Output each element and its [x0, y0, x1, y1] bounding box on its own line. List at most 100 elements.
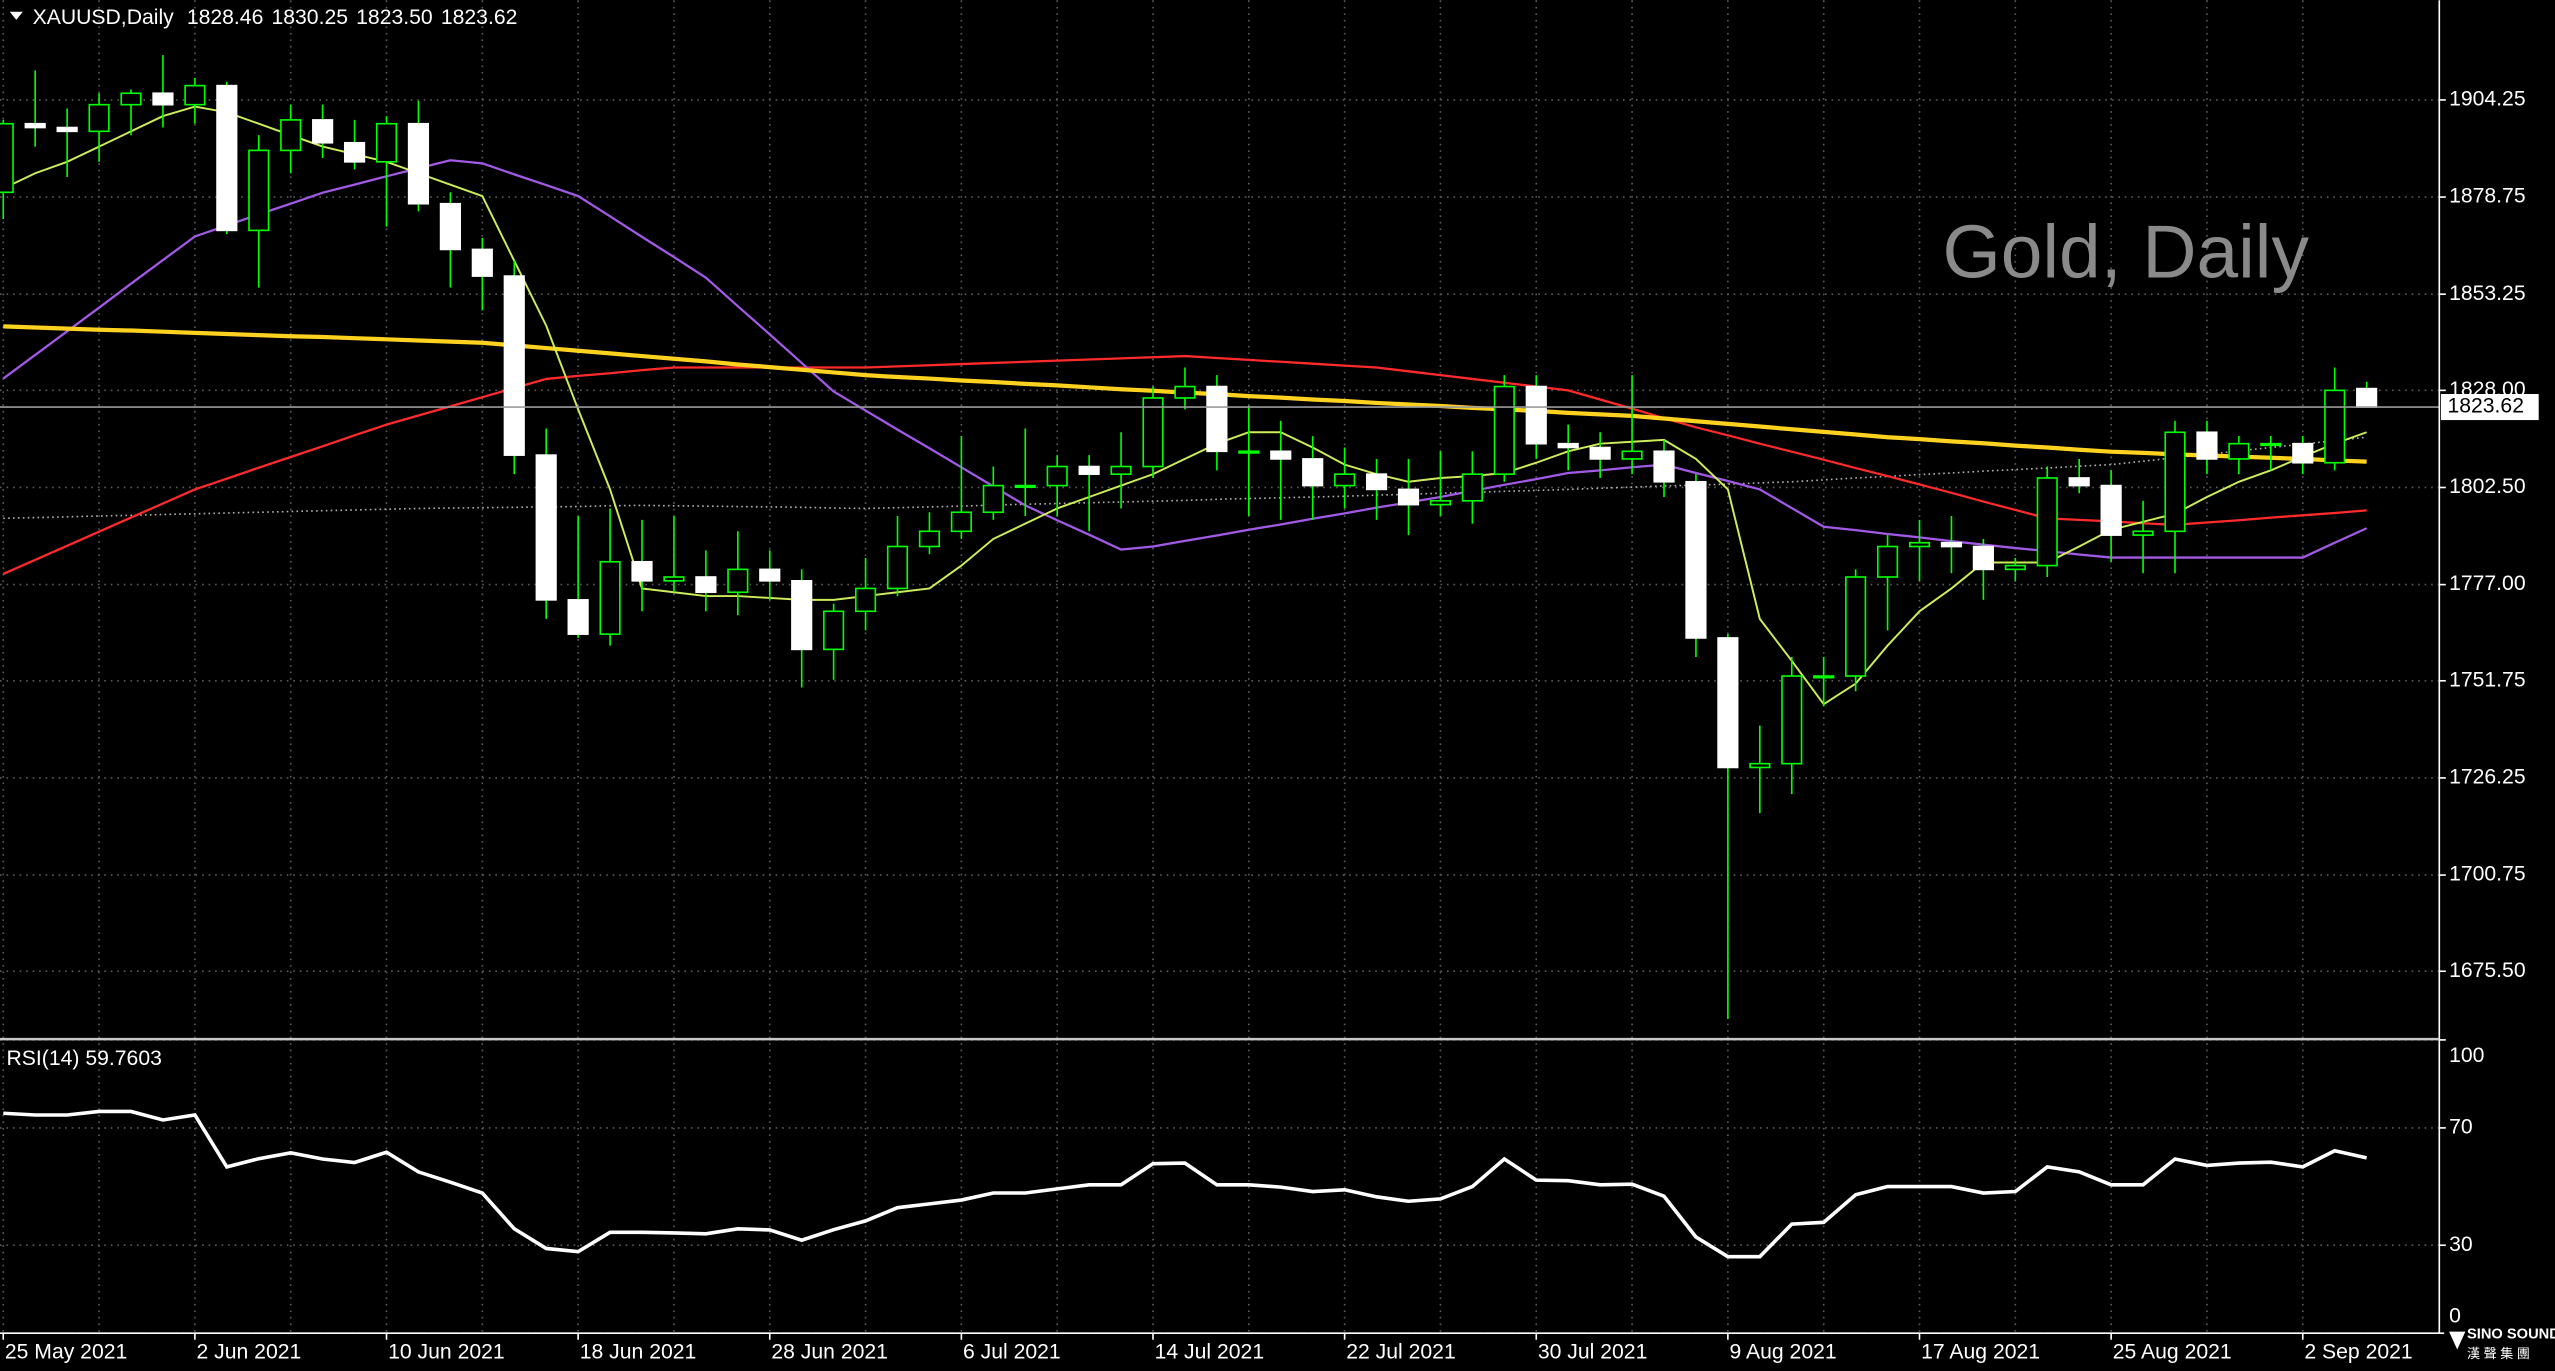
- x-tick-label: 2 Sep 2021: [2304, 1340, 2412, 1363]
- candle-body: [1813, 675, 1835, 679]
- candle-body: [1238, 450, 1260, 454]
- candle-body: [1940, 541, 1963, 548]
- line: [3, 1109, 2368, 1259]
- candle-body: [503, 275, 525, 456]
- candle-body: [2100, 484, 2122, 536]
- candle-body: [1365, 473, 1388, 491]
- candle-body: [312, 119, 334, 144]
- x-tick-label: 17 Aug 2021: [1921, 1340, 2040, 1363]
- x-tick-label: 22 Jul 2021: [1346, 1340, 1455, 1363]
- candle-body: [120, 92, 142, 106]
- candle-body: [2004, 564, 2026, 571]
- symbol: XAUUSD,Daily: [33, 6, 175, 29]
- open-label: 1828.46: [187, 6, 264, 29]
- candle-body: [24, 122, 46, 129]
- candle-body: [791, 579, 813, 651]
- x-tick-label: 9 Aug 2021: [1730, 1340, 1837, 1363]
- candle-body: [567, 599, 589, 635]
- rsi-panel: [3, 1109, 2368, 1259]
- y-tick-label: 0: [2449, 1305, 2461, 1328]
- menu-arrow: [9, 11, 23, 20]
- y-tick-label: 1700.75: [2449, 863, 2526, 886]
- close-label: 1823.62: [441, 6, 518, 29]
- candle-body: [1429, 500, 1452, 506]
- candle-body: [1685, 480, 1707, 639]
- candle-body: [1334, 473, 1356, 487]
- logo-subtitle: 漢 聲 集 團: [2467, 1346, 2530, 1361]
- y-tick-label: 1751.75: [2449, 668, 2526, 691]
- candle-body: [248, 149, 270, 232]
- candle-body: [1621, 450, 1643, 460]
- x-tick-label: 28 Jun 2021: [771, 1340, 888, 1363]
- y-tick-label: 30: [2449, 1233, 2473, 1256]
- candle-body: [759, 568, 781, 582]
- candle-body: [1110, 465, 1132, 475]
- y-tick-label: 1802.50: [2449, 475, 2526, 498]
- candle-body: [727, 568, 749, 594]
- rsi-title: RSI(14) 59.7603: [7, 1047, 162, 1070]
- candle-body: [1908, 541, 1931, 548]
- x-tick-label: 6 Jul 2021: [963, 1340, 1061, 1363]
- candle-body: [280, 119, 302, 152]
- candle-body: [407, 122, 430, 205]
- symbol-header: XAUUSD,Daily 1828.46 1830.25 1823.50 1823.62: [33, 6, 518, 29]
- candle-body: [1493, 385, 1515, 475]
- high-label: 1830.25: [271, 6, 348, 29]
- candle-body: [663, 576, 685, 582]
- candle-body: [2036, 477, 2058, 567]
- y-tick-label: 1675.50: [2449, 959, 2526, 982]
- candle-body: [1876, 545, 1899, 578]
- candle-body: [343, 141, 366, 163]
- logo-name: SINO SOUND: [2467, 1327, 2555, 1343]
- logo-icon: [2449, 1331, 2466, 1350]
- candle-body: [918, 530, 941, 548]
- candle-body: [184, 84, 206, 106]
- low-label: 1823.50: [356, 6, 433, 29]
- y-tick-label: 1777.00: [2449, 572, 2526, 595]
- line: [3, 436, 2367, 520]
- line: [2, 159, 2368, 559]
- x-tick-label: 2 Jun 2021: [197, 1340, 302, 1363]
- candle-body: [695, 576, 717, 594]
- candle-body: [1078, 465, 1100, 475]
- candle-body: [982, 484, 1004, 514]
- candle-body: [1142, 397, 1164, 468]
- y-tick-label: 1853.25: [2449, 282, 2526, 305]
- candle-body: [1302, 458, 1324, 487]
- y-tick-label: 1878.75: [2449, 185, 2526, 208]
- candle-body: [1270, 450, 1292, 460]
- candle-body: [1845, 576, 1867, 677]
- candle-body: [886, 545, 909, 590]
- price-panel: Gold, Daily: [0, 55, 2440, 1019]
- x-tick-label: 10 Jun 2021: [388, 1340, 505, 1363]
- candle-body: [631, 560, 653, 582]
- candle-body: [1014, 484, 1036, 489]
- candle-body: [823, 610, 845, 651]
- candle-body: [1046, 465, 1068, 487]
- x-tick-label: 25 Aug 2021: [2113, 1340, 2232, 1363]
- candle-body: [1174, 385, 1196, 399]
- candle-body: [2068, 477, 2090, 487]
- candle-body: [2228, 442, 2250, 460]
- watermark: Gold, Daily: [1942, 210, 2309, 294]
- candle-body: [1461, 473, 1483, 502]
- candle-body: [216, 84, 238, 232]
- candle-body: [2260, 442, 2282, 447]
- candle-body: [439, 202, 461, 251]
- candle-body: [471, 248, 493, 277]
- line: [2, 354, 2367, 575]
- y-tick-label: 70: [2449, 1115, 2473, 1138]
- candle-body: [152, 92, 174, 106]
- header: XAUUSD,Daily 1828.46 1830.25 1823.50 1823.62…: [7, 6, 518, 1070]
- candle-body: [56, 126, 78, 133]
- candle-body: [2356, 387, 2378, 408]
- y-tick-label: 1726.25: [2449, 766, 2526, 789]
- candle-body: [1749, 762, 1771, 769]
- candle-body: [2132, 530, 2154, 536]
- candle-body: [1781, 675, 1803, 765]
- candle-body: [0, 122, 14, 194]
